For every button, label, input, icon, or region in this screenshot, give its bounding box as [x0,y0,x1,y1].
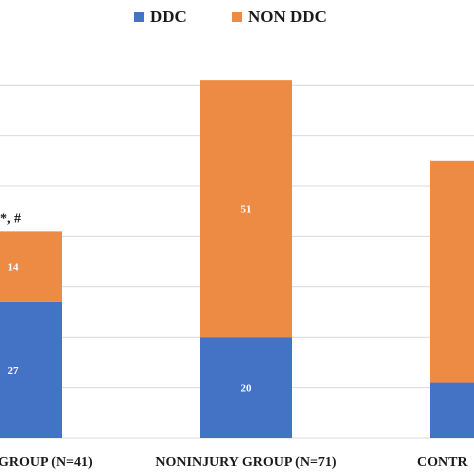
category-label: CONTR [417,455,468,470]
data-label: 14 [8,262,20,274]
bar-ddc-0 [0,301,62,438]
bar-ddc-1 [200,337,292,438]
annotations: *, # [0,211,21,226]
bars [0,80,474,438]
category-label: GROUP (N=41) [0,455,93,470]
data-label: 20 [241,383,253,395]
bar-ddc-2 [430,382,474,438]
annotation-significance: *, # [0,211,21,226]
bar-non-ddc-1 [200,80,292,338]
data-labels: 27 14 20 51 [8,204,253,395]
legend-label-ddc: DDC [150,7,187,26]
data-label: 51 [241,204,252,216]
data-label: 27 [8,365,20,377]
category-label: NONINJURY GROUP (N=71) [155,455,337,470]
bar-non-ddc-2 [430,160,474,383]
legend: DDC NON DDC [134,7,327,26]
category-axis-labels: GROUP (N=41) NONINJURY GROUP (N=71) CONTR [0,455,468,470]
bar-non-ddc-0 [0,231,62,302]
legend-swatch-ddc [134,12,144,22]
legend-swatch-non-ddc [232,12,242,22]
legend-label-non-ddc: NON DDC [248,7,327,26]
